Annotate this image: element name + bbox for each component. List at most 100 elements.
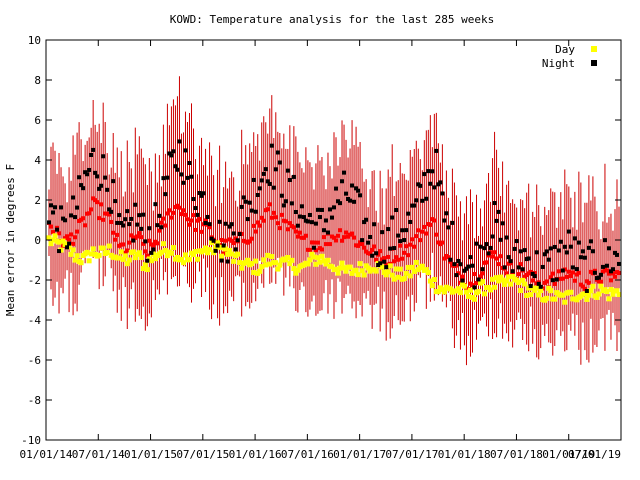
- day-point: [317, 259, 323, 265]
- mean-point: [378, 249, 383, 254]
- night-point: [552, 244, 557, 249]
- mean-point: [394, 255, 399, 260]
- night-point: [456, 258, 461, 263]
- mean-point: [414, 234, 419, 239]
- night-point: [87, 167, 92, 172]
- night-point: [418, 183, 423, 188]
- night-point: [183, 148, 188, 153]
- night-point: [79, 183, 84, 188]
- night-point: [426, 169, 431, 174]
- day-point: [140, 266, 146, 272]
- night-point: [528, 284, 533, 289]
- night-point: [580, 249, 585, 254]
- night-point: [516, 265, 521, 270]
- mean-point: [289, 224, 294, 229]
- mean-point: [606, 271, 611, 276]
- night-point: [129, 216, 134, 221]
- night-point: [436, 182, 441, 187]
- mean-point: [79, 217, 84, 222]
- mean-point: [109, 219, 114, 224]
- night-point: [259, 178, 264, 183]
- mean-point: [412, 244, 417, 249]
- night-point: [199, 193, 204, 198]
- day-point: [425, 270, 431, 276]
- mean-point: [85, 211, 90, 216]
- day-point: [52, 233, 58, 239]
- night-point: [522, 248, 527, 253]
- night-point: [610, 267, 615, 272]
- x-tick-label: 07/01/18: [490, 448, 543, 461]
- mean-point: [247, 239, 252, 244]
- night-point: [558, 239, 563, 244]
- night-point: [215, 243, 220, 248]
- day-point: [64, 241, 70, 247]
- x-tick-label: 01/01/18: [438, 448, 491, 461]
- night-point: [486, 251, 491, 256]
- night-point: [410, 203, 415, 208]
- y-tick-label: -2: [28, 274, 41, 287]
- day-point: [321, 258, 327, 264]
- night-point: [149, 250, 154, 255]
- mean-point: [121, 242, 126, 247]
- night-point: [97, 186, 102, 191]
- day-point: [273, 260, 279, 266]
- night-point: [380, 230, 385, 235]
- mean-point: [550, 271, 555, 276]
- mean-point: [484, 260, 489, 265]
- night-point: [490, 234, 495, 239]
- day-point: [494, 275, 500, 281]
- day-point: [590, 283, 596, 289]
- mean-point: [446, 255, 451, 260]
- day-point: [46, 235, 52, 241]
- day-point: [124, 261, 130, 267]
- night-point: [464, 266, 469, 271]
- mean-point: [386, 254, 391, 259]
- day-point: [347, 264, 353, 270]
- day-point: [596, 291, 602, 297]
- day-point: [492, 284, 498, 290]
- mean-point: [203, 218, 208, 223]
- mean-point: [332, 235, 336, 240]
- night-point: [271, 185, 276, 190]
- night-point: [125, 209, 130, 214]
- mean-point: [486, 253, 491, 258]
- night-point: [201, 191, 206, 196]
- day-point: [606, 296, 612, 302]
- night-point: [207, 222, 212, 227]
- night-point: [105, 187, 110, 192]
- day-point: [150, 251, 156, 257]
- mean-point: [354, 243, 359, 248]
- night-point: [608, 269, 613, 274]
- mean-point: [83, 223, 88, 228]
- legend-swatch: [591, 46, 597, 52]
- night-point: [518, 249, 523, 254]
- night-point: [466, 264, 471, 269]
- night-point: [209, 236, 214, 241]
- night-point: [384, 265, 389, 270]
- x-tick-label: 07/01/15: [176, 448, 229, 461]
- day-point: [441, 289, 447, 295]
- night-point: [243, 199, 248, 204]
- night-point: [542, 252, 547, 257]
- night-point: [233, 247, 238, 252]
- night-point: [255, 193, 260, 198]
- mean-point: [374, 257, 379, 262]
- night-point: [67, 241, 72, 246]
- day-point: [504, 278, 510, 284]
- mean-point: [327, 242, 332, 247]
- mean-point: [245, 240, 250, 245]
- mean-point: [329, 234, 334, 239]
- night-point: [187, 160, 192, 165]
- night-point: [165, 175, 170, 180]
- day-point: [160, 241, 166, 247]
- day-point: [407, 273, 413, 279]
- night-point: [604, 263, 609, 268]
- mean-point: [95, 200, 100, 205]
- day-point: [335, 270, 341, 276]
- mean-point: [490, 254, 495, 259]
- mean-point: [279, 212, 284, 217]
- night-point: [440, 191, 445, 196]
- day-point: [257, 268, 263, 274]
- night-point: [346, 196, 351, 201]
- night-point: [376, 263, 381, 268]
